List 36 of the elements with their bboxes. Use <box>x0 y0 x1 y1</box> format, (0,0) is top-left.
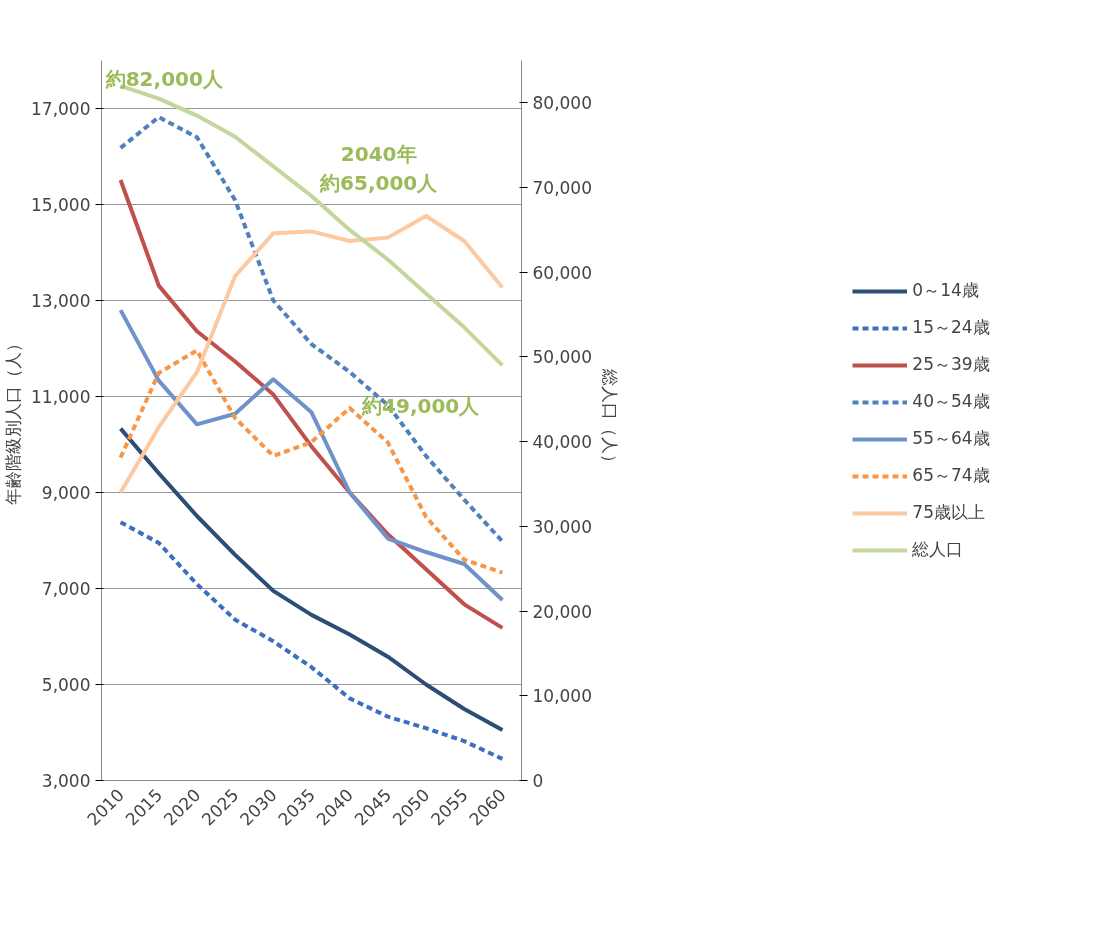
annotation: 約82,000人 <box>104 66 224 91</box>
y2-tick-label: 50,000 <box>532 347 592 368</box>
line-series <box>118 426 505 733</box>
y2-tick-label: 20,000 <box>532 601 592 622</box>
y-tick-label: 9,000 <box>41 483 91 503</box>
legend-label: 25～39歳 <box>912 353 990 376</box>
y2-tick-label: 70,000 <box>532 178 592 199</box>
line-series <box>118 214 505 495</box>
y-tick-label: 15,000 <box>31 195 91 215</box>
y2-tick-label: 0 <box>532 771 544 791</box>
line-series <box>118 115 505 544</box>
y-axis-title: 年齢階級別人口（人） <box>3 335 24 506</box>
y2-tick-label: 80,000 <box>532 93 592 114</box>
annotation: 2040年 <box>340 142 417 167</box>
legend-label: 0～14歳 <box>912 279 979 302</box>
y-tick-label: 7,000 <box>41 579 91 599</box>
legend-label: 75歳以上 <box>912 501 985 524</box>
y2-tick-label: 40,000 <box>532 432 592 453</box>
y-tick-label: 3,000 <box>41 771 91 791</box>
legend-label: 55～64歳 <box>912 427 990 450</box>
y-tick-label: 5,000 <box>41 675 91 695</box>
legend-label: 総人口 <box>912 538 964 561</box>
line-series <box>118 308 505 603</box>
legend-label: 15～24歳 <box>912 316 990 339</box>
annotation: 約65,000人 <box>319 170 439 195</box>
y-tick-label: 13,000 <box>31 291 91 311</box>
y-tick-label: 11,000 <box>31 387 91 407</box>
line-series <box>118 520 505 761</box>
y-tick-label: 17,000 <box>31 99 91 119</box>
y2-tick-label: 30,000 <box>532 516 592 537</box>
y2-tick-label: 10,000 <box>532 686 592 707</box>
y2-axis-title: 総人口（人） <box>599 368 620 472</box>
legend-label: 65～74歳 <box>912 464 990 487</box>
line-series <box>118 348 505 575</box>
y2-tick-label: 60,000 <box>532 262 592 283</box>
legend-label: 40～54歳 <box>912 390 990 413</box>
